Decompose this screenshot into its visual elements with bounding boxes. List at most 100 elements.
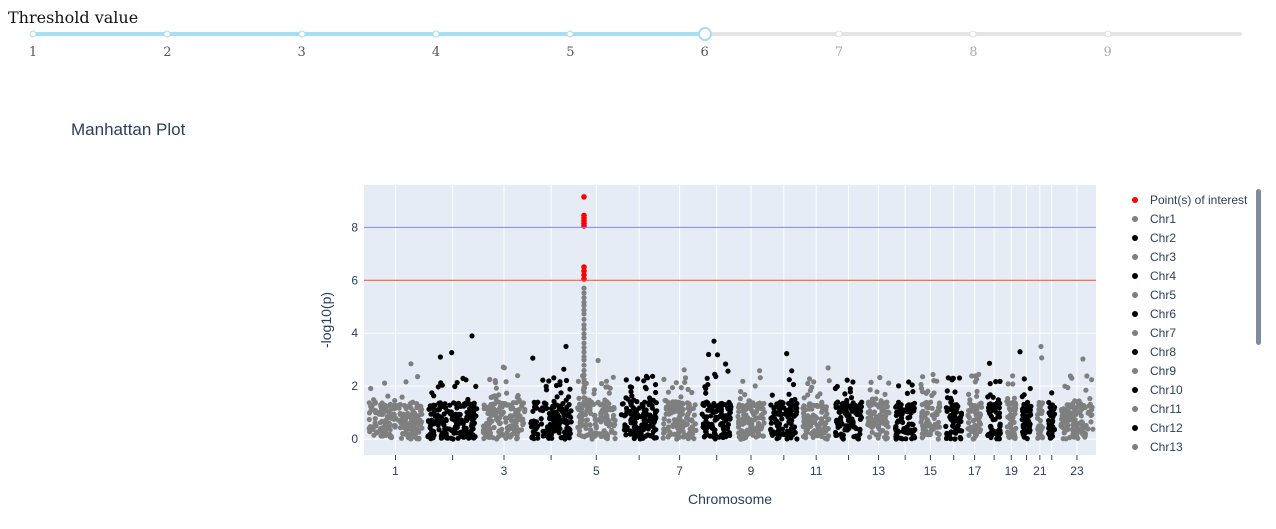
slider-mark-dot[interactable] [1104,30,1112,38]
data-point [706,351,712,358]
data-point [745,431,751,438]
slider-mark-label[interactable]: 2 [163,45,172,60]
data-point [641,425,647,431]
legend-item[interactable]: Chr4 [1120,266,1255,285]
data-point [635,376,641,382]
data-point [1084,373,1090,379]
slider-mark-dot[interactable] [432,30,440,38]
legend-item[interactable]: Chr3 [1120,247,1255,266]
data-point [470,432,476,438]
slider-mark-dot[interactable] [566,30,574,38]
data-point [838,431,844,437]
legend-item[interactable]: Chr8 [1120,342,1255,361]
data-point [904,390,911,396]
data-point [563,343,569,350]
legend-marker [1120,253,1150,260]
data-point [429,390,435,396]
x-tick-label: 21 [1033,464,1047,478]
data-point [435,422,441,428]
point-of-interest [581,272,587,278]
legend-item[interactable]: Chr6 [1120,304,1255,323]
slider-mark-label[interactable]: 1 [28,45,38,60]
data-point [867,423,874,429]
slider-mark-dot[interactable] [969,30,977,38]
data-point [977,421,984,427]
data-point [686,401,692,407]
slider-mark-label[interactable]: 3 [297,45,306,60]
legend-scrollbar[interactable] [1256,189,1261,345]
slider-mark-label[interactable]: 4 [431,45,441,60]
data-point [857,409,863,415]
data-point [757,375,763,381]
data-point [515,392,521,399]
legend-item[interactable]: Chr12 [1120,418,1255,437]
data-point [601,428,607,434]
data-point [399,416,406,422]
data-point [445,408,451,414]
data-point [1048,426,1055,432]
data-point [833,404,839,410]
data-point [597,416,603,422]
slider-mark-dot[interactable] [29,30,37,38]
data-point [824,411,830,417]
data-point [726,400,732,406]
data-point [706,403,713,409]
legend-item[interactable]: Chr1 [1120,209,1255,228]
data-point [1017,349,1023,355]
data-point [918,385,925,391]
data-point [851,424,857,430]
data-point [884,404,890,410]
legend-item[interactable]: Chr5 [1120,285,1255,304]
data-point [1026,413,1032,419]
slider-mark-label[interactable]: 7 [834,45,844,60]
data-point [840,436,846,442]
data-point [873,396,879,402]
data-point [737,396,744,402]
data-point [691,412,698,418]
slider-mark-label[interactable]: 8 [969,45,978,60]
data-point [802,432,808,438]
slider-mark-label[interactable]: 9 [1103,45,1112,60]
data-point [1027,385,1033,392]
data-point [682,379,688,385]
legend-item[interactable]: Chr2 [1120,228,1255,247]
legend-dot-icon [1132,367,1138,374]
data-point [408,436,414,442]
data-point [480,429,486,436]
data-point [450,413,457,419]
data-point [383,406,389,412]
data-point [550,417,556,423]
slider-mark-label[interactable]: 5 [566,45,575,60]
data-point [819,409,825,415]
legend-dot-icon [1132,215,1138,222]
data-point [430,428,437,434]
data-point [768,427,774,433]
x-tick-label: 9 [748,464,755,478]
slider-mark-dot[interactable] [163,30,171,38]
legend-item[interactable]: Chr9 [1120,361,1255,380]
data-point [494,436,500,442]
slider-mark-dot[interactable] [835,30,843,38]
data-point [401,402,407,409]
legend-marker [1120,386,1150,393]
data-point [493,385,499,391]
data-point [974,393,980,399]
data-point [612,422,618,428]
legend-item[interactable]: Chr13 [1120,437,1255,456]
data-point [875,435,881,441]
data-point [581,322,587,328]
slider-mark-dot[interactable] [298,30,306,38]
legend-item[interactable]: Chr7 [1120,323,1255,342]
slider-mark-label[interactable]: 6 [700,45,709,60]
legend-item[interactable]: Chr11 [1120,399,1255,418]
data-point [581,395,587,401]
data-point [738,428,744,434]
legend-item[interactable]: Point(s) of interest [1120,190,1255,209]
data-point [516,416,522,423]
legend-item[interactable]: Chr10 [1120,380,1255,399]
data-point [909,382,915,388]
data-point [1021,376,1027,382]
data-point [950,410,957,416]
slider-handle[interactable] [697,27,712,41]
data-point [403,379,409,385]
